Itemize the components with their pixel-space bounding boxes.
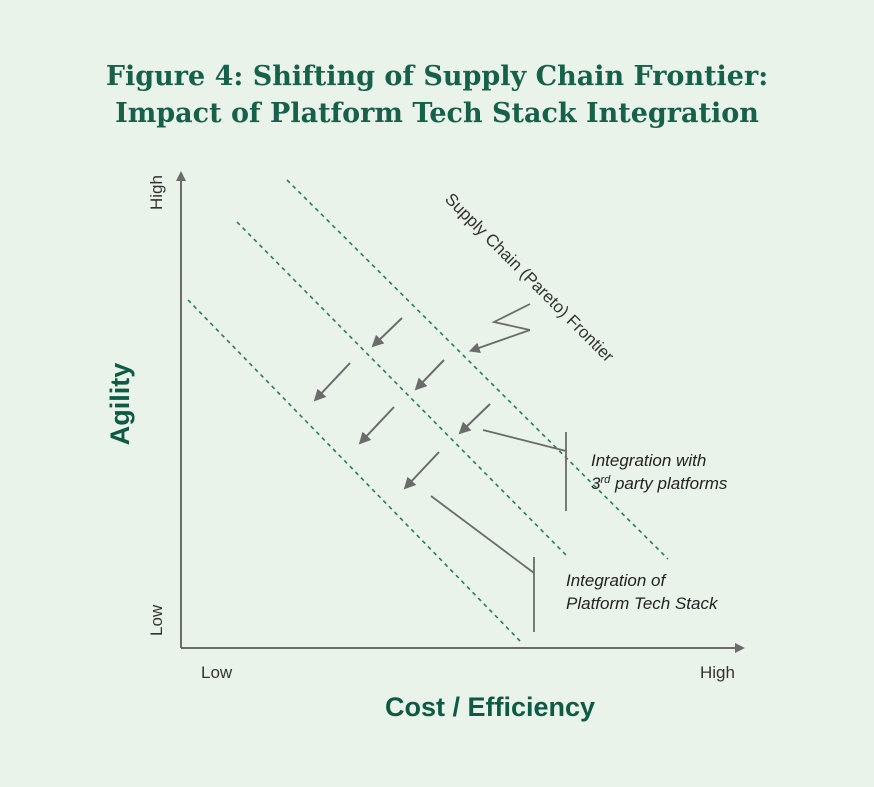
frontier-label-leader-zigzag — [491, 303, 531, 331]
x-axis-title: Cost / Efficiency — [385, 692, 595, 722]
figure-title-line1: Figure 4: Shifting of Supply Chain Front… — [105, 61, 769, 92]
platform-stack-annotation-line2: Platform Tech Stack — [566, 594, 719, 613]
frontier-label-leader-arrow — [468, 329, 531, 353]
y-low-label: Low — [147, 604, 166, 636]
arrow-down-left-icon — [458, 403, 491, 435]
arrow-down-left-icon — [358, 406, 395, 445]
arrow-down-left-icon — [313, 362, 351, 402]
y-axis-title: Agility — [105, 363, 135, 446]
figure-title: Figure 4: Shifting of Supply Chain Front… — [0, 58, 874, 132]
frontier-line-platform-stack — [187, 299, 522, 643]
third-party-leader — [482, 429, 567, 452]
platform-stack-annotation-line1: Integration of — [566, 571, 668, 590]
frontier-label: Supply Chain (Pareto) Frontier — [441, 189, 618, 366]
figure-title-line2: Impact of Platform Tech Stack Integratio… — [115, 98, 759, 129]
shift-arrows — [313, 317, 491, 490]
platform-stack-leader — [430, 495, 535, 574]
y-high-label: High — [147, 175, 166, 210]
third-party-annotation-line2: 3rd party platforms — [591, 474, 728, 493]
arrow-down-left-icon — [414, 359, 445, 391]
frontier-line-original — [286, 179, 669, 560]
third-party-annotation-line1: Integration with — [591, 451, 706, 470]
x-low-label: Low — [201, 663, 233, 682]
x-high-label: High — [700, 663, 735, 682]
frontier-line-third-party — [236, 221, 567, 556]
arrow-down-left-icon — [403, 451, 440, 490]
arrow-down-left-icon — [371, 317, 403, 348]
